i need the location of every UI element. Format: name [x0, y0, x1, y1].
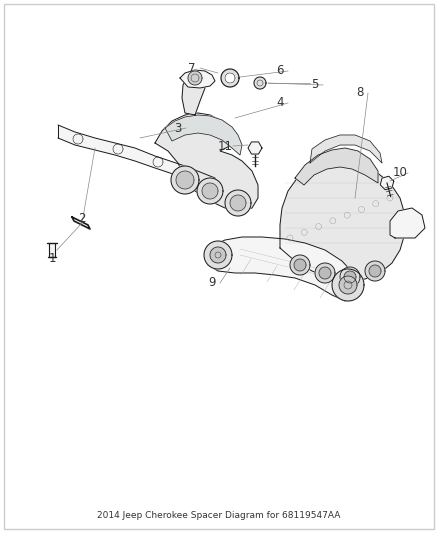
Polygon shape	[369, 265, 381, 277]
Text: 8: 8	[356, 86, 364, 100]
Text: 7: 7	[188, 61, 196, 75]
Text: 5: 5	[311, 78, 319, 92]
Polygon shape	[176, 171, 194, 189]
Text: 6: 6	[276, 64, 284, 77]
Polygon shape	[365, 261, 385, 281]
Polygon shape	[225, 190, 251, 216]
Text: 3: 3	[174, 122, 182, 134]
Text: 11: 11	[218, 140, 233, 152]
Polygon shape	[254, 77, 266, 89]
Polygon shape	[197, 178, 223, 204]
Polygon shape	[319, 267, 331, 279]
Polygon shape	[339, 276, 357, 294]
Polygon shape	[180, 70, 215, 88]
Polygon shape	[315, 263, 335, 283]
Polygon shape	[340, 267, 360, 287]
Polygon shape	[332, 269, 364, 301]
Polygon shape	[380, 176, 394, 190]
Polygon shape	[182, 73, 205, 115]
Text: 10: 10	[392, 166, 407, 180]
Polygon shape	[205, 237, 358, 301]
Polygon shape	[165, 115, 242, 155]
Polygon shape	[295, 148, 378, 185]
Polygon shape	[49, 243, 55, 257]
Polygon shape	[290, 255, 310, 275]
FancyBboxPatch shape	[4, 4, 434, 529]
Polygon shape	[280, 159, 405, 281]
Polygon shape	[230, 195, 246, 211]
Polygon shape	[294, 259, 306, 271]
Polygon shape	[310, 135, 382, 163]
Text: 9: 9	[208, 277, 216, 289]
Text: 1: 1	[48, 252, 56, 264]
Polygon shape	[221, 69, 239, 87]
Polygon shape	[155, 113, 258, 211]
Polygon shape	[210, 247, 226, 263]
Polygon shape	[202, 183, 218, 199]
Text: 2: 2	[78, 212, 86, 224]
Text: 2014 Jeep Cherokee Spacer Diagram for 68119547AA: 2014 Jeep Cherokee Spacer Diagram for 68…	[97, 511, 341, 520]
Polygon shape	[344, 271, 356, 283]
Polygon shape	[204, 241, 232, 269]
Polygon shape	[248, 142, 262, 154]
Text: 4: 4	[276, 96, 284, 109]
Polygon shape	[72, 217, 90, 229]
Polygon shape	[58, 125, 215, 190]
Polygon shape	[225, 73, 235, 83]
Polygon shape	[390, 208, 425, 238]
Polygon shape	[188, 71, 202, 85]
Polygon shape	[171, 166, 199, 194]
